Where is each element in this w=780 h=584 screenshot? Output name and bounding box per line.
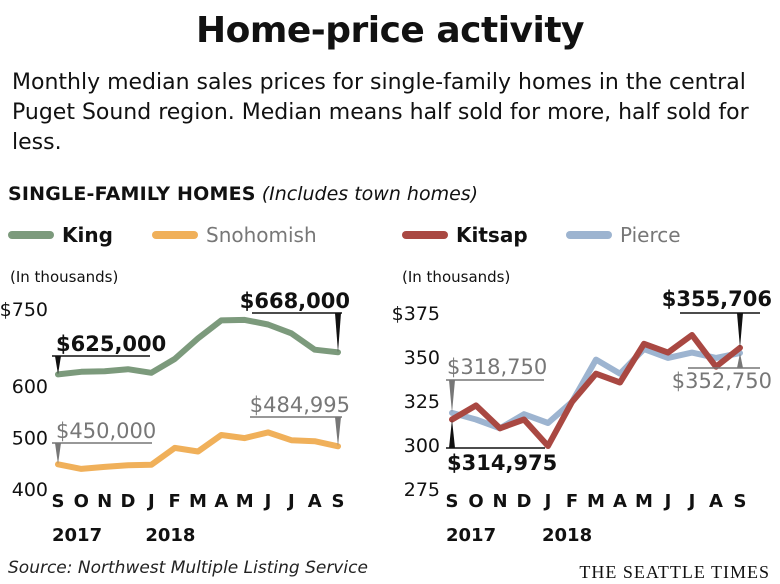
- chart-2-xtick-label: J: [543, 491, 552, 512]
- chart-2-xtick-label: A: [709, 491, 723, 512]
- chart-2-xtick-label: S: [446, 491, 459, 512]
- chart-2-annotation-pointer: [737, 313, 743, 348]
- chart-1-xtick-label: N: [97, 491, 112, 512]
- chart-1-xtick-label: A: [214, 491, 228, 512]
- chart-2-year-label: 2018: [542, 525, 592, 546]
- legend-swatch-kitsap: [402, 231, 448, 239]
- chart-1-ytick-top-label: $750: [0, 299, 48, 321]
- chart-1-year-label: 2018: [145, 525, 195, 546]
- chart-1-xtick-label: A: [308, 491, 322, 512]
- chart-1-xtick-label: M: [189, 491, 207, 512]
- legend-swatch-snohomish: [152, 231, 198, 239]
- chart-1-annotation-label: $450,000: [56, 419, 156, 443]
- series-line-snohomish: [55, 429, 341, 472]
- chart-2-ytick-label: 325: [404, 391, 440, 413]
- chart-1-annotation-label: $484,995: [250, 393, 350, 417]
- chart-1-xtick-label: S: [332, 491, 345, 512]
- legend-label-king: King: [62, 223, 113, 247]
- chart-2-xtick-label: A: [613, 491, 627, 512]
- chart-2-xtick-label: M: [635, 491, 653, 512]
- chart-1-xtick-label: J: [263, 491, 272, 512]
- chart-1-xtick-label: O: [74, 491, 89, 512]
- chart-2-annotation-label: $355,706: [662, 287, 772, 311]
- chart-1-ytick-label: 400: [12, 479, 48, 501]
- legend-swatch-king: [8, 231, 54, 239]
- chart-2-ytick-label: 300: [404, 435, 440, 457]
- legend-item-king: King: [8, 222, 113, 248]
- chart-2-xtick-label: S: [734, 491, 747, 512]
- chart-1-annotation-pointer: [55, 356, 61, 375]
- chart-2-annotation-label: $314,975: [447, 451, 557, 475]
- chart-1-xtick-label: J: [146, 491, 155, 512]
- chart-1-xtick-label: D: [121, 491, 136, 512]
- section-title: SINGLE-FAMILY HOMES: [8, 183, 256, 205]
- chart-2-xtick-label: M: [587, 491, 605, 512]
- publisher-logo: THE SEATTLE TIMES: [579, 562, 770, 582]
- chart-2-xtick-label: D: [517, 491, 532, 512]
- source-note: Source: Northwest Multiple Listing Servi…: [8, 558, 368, 578]
- chart-1-ytick-label: 500: [12, 428, 48, 450]
- chart-2-xtick-label: N: [492, 491, 507, 512]
- chart-1-annotation-pointer: [335, 313, 341, 353]
- chart-1-xtick-label: M: [236, 491, 254, 512]
- chart-2-ytick-label: 350: [404, 347, 440, 369]
- legend-item-snohomish: Snohomish: [152, 222, 317, 248]
- legend-item-kitsap: Kitsap: [402, 222, 528, 248]
- series-line-king: [55, 316, 341, 378]
- chart-1-annotation-label: $668,000: [240, 289, 350, 313]
- chart-2-annotation-pointer: [449, 380, 455, 413]
- chart-2-unit-label: (In thousands): [402, 268, 510, 286]
- legend-label-snohomish: Snohomish: [206, 223, 317, 247]
- chart-2-year-label: 2017: [446, 525, 496, 546]
- section-heading: SINGLE-FAMILY HOMES (Includes town homes…: [8, 183, 478, 205]
- chart-2-ytick-label: 275: [404, 479, 440, 501]
- chart-2-annotation-pointer: [449, 419, 455, 448]
- section-note: (Includes town homes): [261, 183, 479, 205]
- chart-2-xtick-label: J: [687, 491, 696, 512]
- chart-1-xtick-label: F: [169, 491, 181, 512]
- chart-1-annotation-pointer: [55, 443, 61, 465]
- page-subtitle: Monthly median sales prices for single-f…: [12, 70, 749, 155]
- chart-2-ytick-top-label: $375: [392, 303, 440, 325]
- legend-label-pierce: Pierce: [620, 223, 681, 247]
- legend-swatch-pierce: [566, 231, 612, 239]
- chart-2-annotation-label: $318,750: [447, 355, 547, 379]
- chart-1-ytick-label: 600: [12, 376, 48, 398]
- chart-2-xtick-label: F: [566, 491, 578, 512]
- chart-1-annotation-pointer: [335, 417, 341, 447]
- chart-1-xtick-label: S: [52, 491, 65, 512]
- legend-label-kitsap: Kitsap: [456, 223, 528, 247]
- chart-2-annotation-pointer: [737, 353, 743, 368]
- series-line-kitsap: [449, 332, 743, 449]
- chart-1-unit-label: (In thousands): [10, 268, 118, 286]
- chart-2-xtick-label: J: [663, 491, 672, 512]
- chart-2-annotation-label: $352,750: [672, 369, 772, 393]
- chart-1-year-label: 2017: [52, 525, 102, 546]
- chart-2-xtick-label: O: [468, 491, 483, 512]
- legend-item-pierce: Pierce: [566, 222, 681, 248]
- chart-1-xtick-label: J: [286, 491, 295, 512]
- page-title: Home-price activity: [195, 10, 585, 51]
- chart-1-annotation-label: $625,000: [56, 332, 166, 356]
